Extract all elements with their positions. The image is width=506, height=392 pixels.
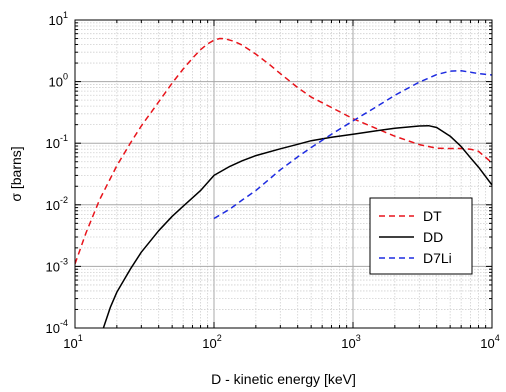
series-line-dd (102, 124, 492, 328)
minor-grid (75, 20, 492, 328)
series-line-dt (75, 37, 492, 265)
series-line-d7li (213, 70, 492, 220)
y-tick-label: 10-2 (46, 195, 68, 213)
tick-labels: 101 102 103 104 10-4 10-3 10-2 10-1 100 101 (46, 10, 500, 351)
x-tick-label: 101 (63, 333, 82, 351)
y-tick-label: 100 (49, 72, 68, 90)
y-axis-label: σ [barns] (8, 146, 24, 201)
legend-label-dt: DT (423, 208, 442, 224)
y-tick-label: 10-1 (46, 133, 68, 151)
legend: DT DD D7Li (369, 197, 473, 275)
legend-label-dd: DD (423, 229, 443, 245)
x-tick-label: 103 (341, 333, 360, 351)
legend-items: DT DD D7Li (379, 208, 452, 266)
plot-frame (74, 19, 493, 329)
x-tick-label: 104 (480, 333, 499, 351)
axis-ticks (74, 19, 493, 329)
legend-box (369, 197, 473, 275)
y-tick-label: 10-3 (46, 256, 68, 274)
series-layer (75, 37, 492, 328)
y-tick-label: 10-4 (46, 318, 68, 336)
x-axis-label: D - kinetic energy [keV] (211, 371, 356, 387)
legend-label-d7li: D7Li (423, 250, 452, 266)
x-tick-label: 102 (202, 333, 221, 351)
y-tick-label: 101 (49, 10, 68, 28)
